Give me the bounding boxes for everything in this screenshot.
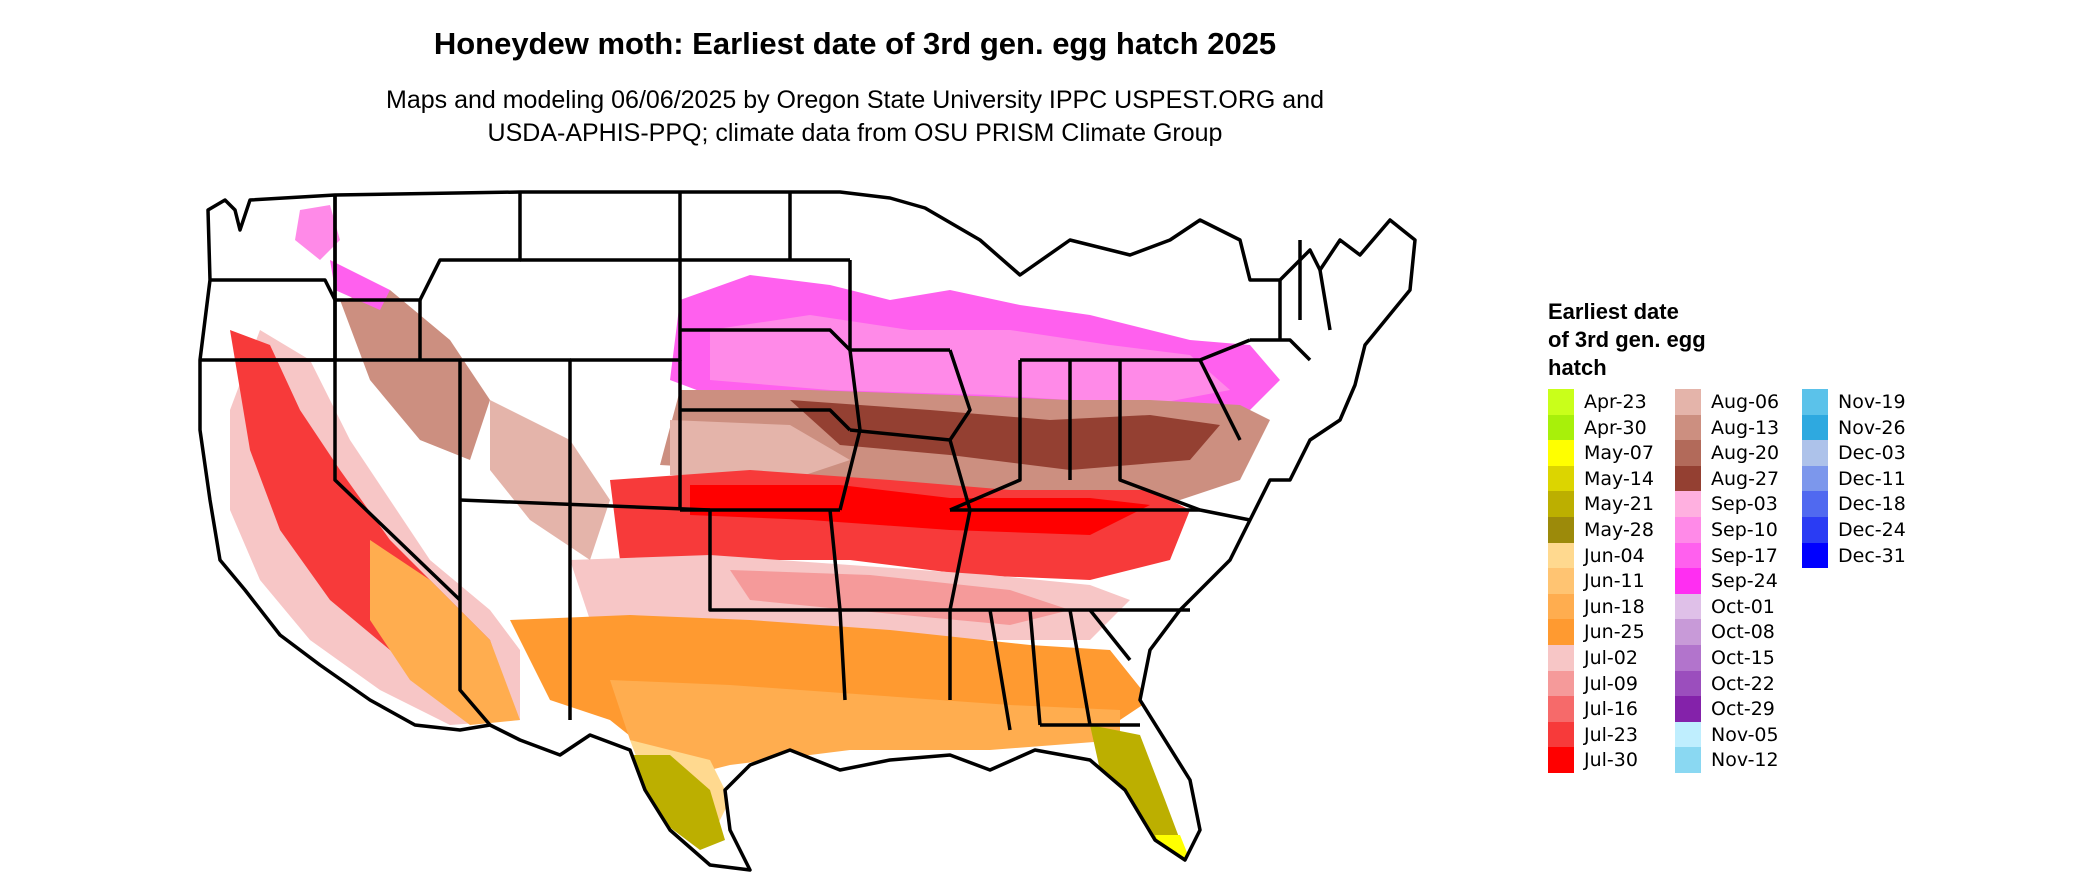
legend-swatch bbox=[1675, 644, 1701, 671]
legend-label: Jul-30 bbox=[1584, 749, 1638, 772]
legend-label: Apr-23 bbox=[1584, 391, 1647, 413]
legend-label: Sep-03 bbox=[1711, 493, 1778, 516]
legend-label: Sep-10 bbox=[1711, 518, 1778, 541]
legend-label: Jul-16 bbox=[1584, 698, 1638, 721]
zone-nv-brown bbox=[340, 290, 490, 460]
legend-swatch bbox=[1548, 644, 1574, 671]
legend-swatch bbox=[1675, 516, 1701, 543]
legend-swatch bbox=[1548, 440, 1574, 466]
legend-title-line-3: hatch bbox=[1548, 355, 1607, 380]
legend-label: May-21 bbox=[1584, 493, 1654, 516]
legend-label: Nov-05 bbox=[1711, 723, 1779, 746]
legend-label: Aug-13 bbox=[1711, 416, 1780, 439]
legend-label: Aug-27 bbox=[1711, 467, 1780, 490]
legend-swatch bbox=[1675, 593, 1701, 620]
legend-swatch bbox=[1802, 542, 1828, 569]
zone-ut-pink bbox=[490, 400, 610, 560]
legend-label: Dec-03 bbox=[1838, 442, 1906, 465]
zone-aug06 bbox=[670, 420, 850, 480]
legend-title-line-1: Earliest date bbox=[1548, 299, 1679, 324]
legend-label: Dec-11 bbox=[1838, 467, 1906, 490]
legend-label: Jul-23 bbox=[1584, 723, 1638, 746]
legend-swatch bbox=[1548, 696, 1574, 722]
zone-jun18 bbox=[610, 680, 1120, 780]
legend-swatch bbox=[1675, 440, 1701, 466]
legend-label: Dec-31 bbox=[1838, 544, 1906, 567]
map-subtitle: Maps and modeling 06/06/2025 by Oregon S… bbox=[0, 84, 1710, 150]
legend-swatch bbox=[1802, 465, 1828, 492]
legend-swatch bbox=[1675, 721, 1701, 748]
map-title: Honeydew moth: Earliest date of 3rd gen.… bbox=[433, 26, 1277, 61]
legend-label: May-07 bbox=[1584, 442, 1654, 465]
legend-swatch bbox=[1675, 619, 1701, 645]
legend-label: Nov-26 bbox=[1838, 416, 1906, 439]
legend-swatch bbox=[1675, 747, 1701, 773]
legend-label: Sep-24 bbox=[1711, 570, 1778, 593]
legend-swatch bbox=[1802, 516, 1828, 543]
zone-aug27 bbox=[790, 400, 1220, 470]
legend-label: Nov-12 bbox=[1711, 749, 1779, 772]
legend-swatch bbox=[1802, 491, 1828, 517]
legend-label: Dec-18 bbox=[1838, 493, 1906, 516]
subtitle-line-1: Maps and modeling 06/06/2025 by Oregon S… bbox=[386, 86, 1324, 114]
legend-label: Oct-01 bbox=[1711, 595, 1775, 618]
legend-swatch bbox=[1548, 747, 1574, 773]
legend-label: Oct-15 bbox=[1711, 646, 1775, 669]
legend-label: May-28 bbox=[1584, 518, 1654, 541]
legend-swatch bbox=[1548, 670, 1574, 697]
legend-swatch bbox=[1548, 619, 1574, 645]
legend-swatch bbox=[1675, 465, 1701, 492]
zone-idaho-fringe bbox=[330, 260, 390, 310]
zone-sw-orange bbox=[370, 540, 520, 725]
zone-nw-fringe bbox=[295, 205, 340, 260]
legend-label: Aug-06 bbox=[1711, 391, 1780, 413]
zone-may21-florida bbox=[1090, 725, 1180, 850]
state-borders bbox=[198, 190, 1417, 872]
legend-swatch bbox=[1548, 465, 1574, 492]
legend-swatch bbox=[1548, 491, 1574, 517]
legend-swatch bbox=[1548, 414, 1574, 441]
legend-label: Oct-22 bbox=[1711, 672, 1775, 695]
legend-label: Jul-02 bbox=[1584, 646, 1638, 669]
zone-may21-texas bbox=[625, 755, 725, 850]
legend-swatch bbox=[1548, 721, 1574, 748]
legend-title-line-2: of 3rd gen. egg bbox=[1548, 327, 1706, 352]
legend-swatch bbox=[1802, 389, 1828, 415]
legend-swatch bbox=[1675, 670, 1701, 697]
legend-label: Nov-19 bbox=[1838, 391, 1906, 413]
legend-swatch bbox=[1675, 696, 1701, 722]
legend-label: Oct-29 bbox=[1711, 698, 1775, 721]
legend-swatch bbox=[1548, 542, 1574, 569]
legend-swatch bbox=[1675, 491, 1701, 517]
legend-swatch bbox=[1548, 568, 1574, 594]
legend-label: Sep-17 bbox=[1711, 544, 1778, 567]
zone-jul30 bbox=[690, 485, 1150, 535]
legend-swatch bbox=[1802, 414, 1828, 441]
legend-swatch bbox=[1802, 440, 1828, 466]
legend-label: Jun-25 bbox=[1584, 621, 1645, 644]
legend-label: Apr-30 bbox=[1584, 416, 1647, 439]
legend-label: Dec-24 bbox=[1838, 518, 1906, 541]
legend-swatch bbox=[1548, 389, 1574, 415]
legend-label: Jul-09 bbox=[1584, 672, 1638, 695]
legend-label: Jun-18 bbox=[1584, 595, 1645, 618]
legend-title: Earliest date of 3rd gen. egg hatch bbox=[1548, 298, 1798, 382]
us-hatch-date-map bbox=[198, 190, 1417, 872]
legend-swatch bbox=[1548, 593, 1574, 620]
legend-label: Jun-04 bbox=[1584, 544, 1645, 567]
legend-swatch bbox=[1675, 568, 1701, 594]
legend-label: May-14 bbox=[1584, 467, 1654, 490]
legend-swatch bbox=[1675, 414, 1701, 441]
legend-label: Aug-20 bbox=[1711, 442, 1780, 465]
legend-label: Jun-11 bbox=[1584, 570, 1645, 593]
legend-label: Oct-08 bbox=[1711, 621, 1775, 644]
legend-swatch bbox=[1675, 389, 1701, 415]
legend-swatch bbox=[1675, 542, 1701, 569]
zone-sep10 bbox=[710, 315, 1230, 405]
subtitle-line-2: USDA-APHIS-PPQ; climate data from OSU PR… bbox=[487, 119, 1223, 147]
legend-swatch bbox=[1548, 516, 1574, 543]
